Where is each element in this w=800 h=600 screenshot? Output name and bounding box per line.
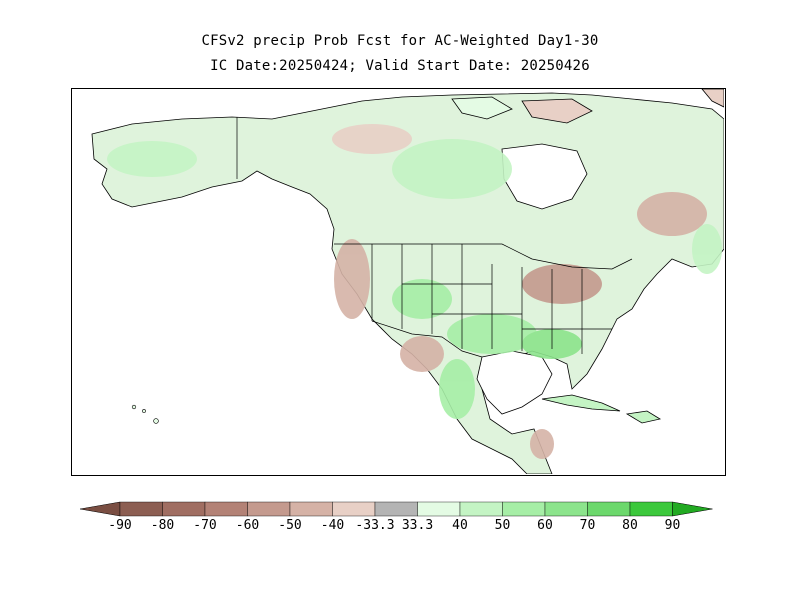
colorbar-arrow-below [80,501,121,517]
gulf-of-mexico [476,350,553,415]
wet-area-atlantic-canada [692,224,722,274]
colorbar-box [119,501,163,517]
colorbar-box [417,501,461,517]
colorbar-box [459,501,503,517]
colorbar-arrow-above [672,501,713,517]
colorbar-tick-label: -70 [193,518,217,533]
colorbar-labels: -90 -80 -70 -60 -50 -40 -33.3 33.3 40 50 60 70 80 90 [0,518,800,538]
state-lines-west [371,244,492,334]
land-hispaniola [625,410,662,424]
colorbar-tick-label: 50 [494,518,511,533]
land-greenland [701,89,724,108]
colorbar-tick-label: 33.3 [401,518,434,533]
dry-area-canada-north [332,124,412,154]
colorbar-tick-label: -80 [150,518,175,533]
colorbar-box [204,501,248,517]
wet-area-alaska [107,141,197,177]
land-hawaii-1 [131,404,137,410]
colorbar-tick-label: -50 [278,518,302,533]
hudson-bay [501,143,588,210]
wet-area-mexico-west [439,359,475,419]
colorbar-box [332,501,376,517]
state-lines-central [432,244,523,351]
colorbar-box [544,501,588,517]
wet-area-rockies [392,279,452,319]
colorbar-tick-label: 80 [622,518,638,533]
wet-area-canada-central [392,139,512,199]
land-arctic-islands-1 [451,96,513,120]
colorbar-tick-label: 70 [579,518,596,533]
colorbar-tick-label: -90 [108,518,132,533]
colorbar-tick-label: -40 [320,518,345,533]
colorbar-tick-label: -60 [235,518,260,533]
state-lines-east [522,269,612,354]
colorbar-box [502,501,546,517]
chart-title: CFSv2 precip Prob Fcst for AC-Weighted D… [201,33,599,49]
land-cuba [541,394,621,412]
land-arctic-islands-2 [521,98,593,124]
chart-subtitle: IC Date:20250424; Valid Start Date: 2025… [210,58,590,74]
colorbar-tick-label: 60 [537,518,553,533]
colorbar-tick-label: 40 [452,518,468,533]
political-borders [236,117,633,358]
dry-area-great-lakes [522,264,602,304]
dry-area-pacific-nw [334,239,370,319]
colorbar-box [162,501,206,517]
map-panel [71,88,726,476]
us-mexico-border [371,320,483,358]
colorbar-box [289,501,333,517]
dry-area-central-america [530,429,554,459]
colorbar-box [587,501,631,517]
colorbar-box [374,501,418,517]
dry-area-quebec [637,192,707,236]
colorbar [80,501,713,517]
dry-area-mexico [400,336,444,372]
colorbar-box [629,501,673,517]
colorbar-box [247,501,291,517]
land-hawaii-2 [142,409,146,413]
us-canada-border [334,243,633,270]
colorbar-tick-label: 90 [664,518,681,533]
colorbar-tick-label: -33.3 [355,518,395,533]
north-america-map [91,89,724,474]
land-hawaii-3 [153,418,159,424]
